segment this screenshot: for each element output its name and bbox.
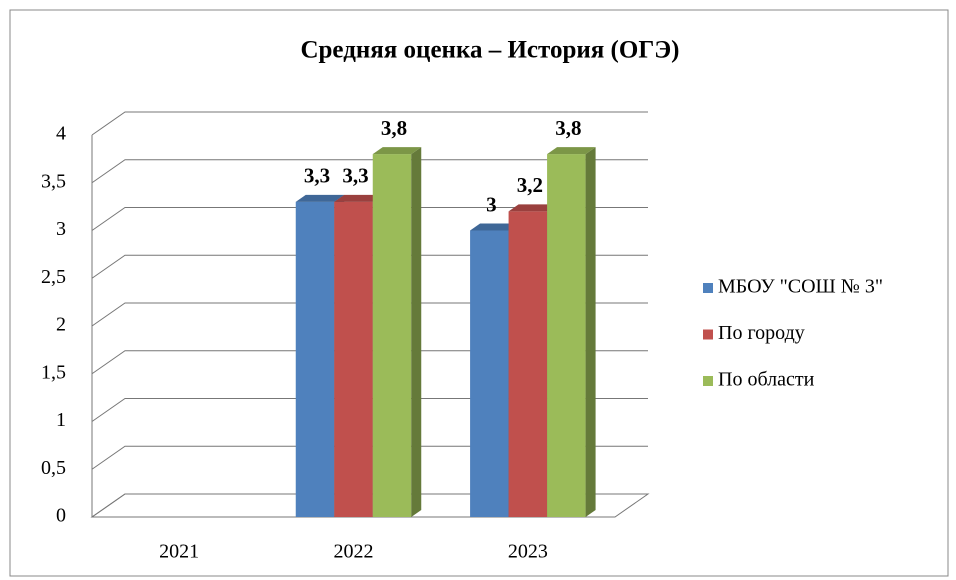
y-tick-label: 1,5 (41, 361, 66, 383)
legend-swatch (703, 329, 713, 340)
grid-line (91, 207, 648, 231)
bar-top (372, 147, 422, 155)
bar (547, 154, 586, 517)
x-tick-label: 2022 (334, 541, 374, 563)
y-tick-label: 0 (56, 505, 66, 527)
bar-top (547, 147, 596, 155)
y-tick-label: 2,5 (41, 266, 66, 288)
data-label: 3,3 (342, 164, 368, 188)
y-tick-label: 2 (56, 314, 66, 336)
bar-top (508, 204, 558, 212)
y-tick-label: 0,5 (41, 457, 66, 479)
legend-swatch (703, 283, 713, 293)
legend-swatch (703, 376, 713, 386)
x-tick-label: 2021 (159, 541, 199, 563)
data-label: 3,2 (517, 173, 543, 197)
bar-top (470, 223, 519, 231)
y-tick-label: 3,5 (41, 170, 66, 192)
grid-line (91, 111, 648, 136)
bar (372, 154, 412, 517)
data-label: 3 (486, 192, 497, 216)
y-tick-label: 3 (56, 218, 66, 240)
data-label: 3,8 (381, 116, 407, 140)
bar (470, 230, 509, 517)
chart-title: Средняя оценка – История (ОГЭ) (300, 37, 679, 64)
bar (334, 201, 373, 517)
y-tick-label: 4 (56, 123, 66, 145)
x-tick-label: 2023 (508, 541, 548, 563)
legend-label: По городу (718, 322, 805, 344)
bar (508, 211, 548, 517)
legend-label: МБОУ "СОШ № 3" (718, 276, 883, 298)
bar (295, 201, 335, 517)
legend-label: По области (718, 369, 815, 391)
y-tick-label: 1 (56, 409, 66, 431)
bar-top (334, 194, 383, 202)
bar-top (295, 194, 345, 202)
grid-line (91, 159, 648, 184)
bar-side (411, 147, 422, 517)
bar-side (585, 147, 596, 517)
data-label: 3,8 (555, 116, 581, 140)
data-label: 3,3 (304, 164, 330, 188)
